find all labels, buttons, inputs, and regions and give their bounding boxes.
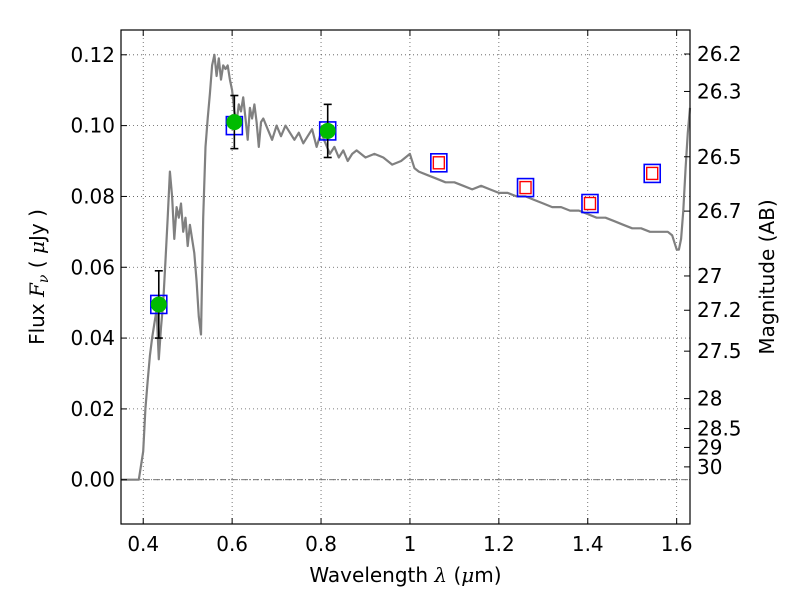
x-tick-label: 0.6 xyxy=(216,532,248,556)
mag-tick-label: 28 xyxy=(697,387,722,411)
mag-tick-label: 26.7 xyxy=(697,199,742,223)
mag-tick-label: 26.2 xyxy=(697,42,742,66)
observed-photometry-point xyxy=(319,122,336,139)
x-tick-label: 0.8 xyxy=(305,532,337,556)
mag-tick-label: 27.2 xyxy=(697,298,742,322)
photometry-markers xyxy=(149,94,662,339)
model-photometry-box xyxy=(516,177,535,198)
x-axis-label: Wavelength λ (μm) xyxy=(309,563,501,587)
mag-tick-label: 28.5 xyxy=(697,417,742,441)
predicted-photometry-box xyxy=(646,166,659,181)
x-tick-label: 1 xyxy=(404,532,417,556)
y-tick-label: 0.08 xyxy=(70,184,115,208)
model-spectrum-line xyxy=(121,53,692,481)
plot-frame xyxy=(120,29,691,525)
model-photometry-box xyxy=(643,163,662,184)
y-tick-label: 0.04 xyxy=(70,326,115,350)
y-tick-label: 0.10 xyxy=(70,114,115,138)
x-tick-label: 1.2 xyxy=(483,532,515,556)
observed-photometry-point xyxy=(150,296,167,313)
model-spectrum-series xyxy=(121,53,692,481)
y-tick-label: 0.06 xyxy=(70,255,115,279)
x-tick-label: 1.4 xyxy=(572,532,604,556)
mag-tick-label: 26.5 xyxy=(697,145,742,169)
x-tick-label: 1.6 xyxy=(661,532,693,556)
model-photometry-box xyxy=(581,193,599,214)
y-tick-label: 0.00 xyxy=(70,468,115,492)
mag-tick-label: 27 xyxy=(697,264,722,288)
predicted-photometry-box xyxy=(583,196,597,211)
y-tick-label: 0.12 xyxy=(70,43,115,67)
x-tick-label: 0.4 xyxy=(127,532,159,556)
predicted-photometry-box xyxy=(432,156,446,170)
axis-ticks: 0.4 0.6 0.8 1 1.2 1.4 1.6 0.00 0.02 0.04 0.06 0.08 0… xyxy=(70,30,742,556)
observed-photometry-point xyxy=(226,114,243,131)
mag-tick-label: 27.5 xyxy=(697,339,742,363)
mag-tick-label: 29 xyxy=(697,435,722,459)
grid-lines xyxy=(121,30,690,524)
y-tick-label: 0.02 xyxy=(70,397,115,421)
y-axis-label: Flux Fν ( μJy ) xyxy=(25,209,52,345)
mag-tick-label: 26.3 xyxy=(697,79,742,103)
predicted-photometry-box xyxy=(519,180,532,195)
mag-tick-label: 30 xyxy=(697,455,722,479)
y2-axis-label: Magnitude (AB) xyxy=(755,199,779,354)
model-photometry-box xyxy=(430,152,448,173)
